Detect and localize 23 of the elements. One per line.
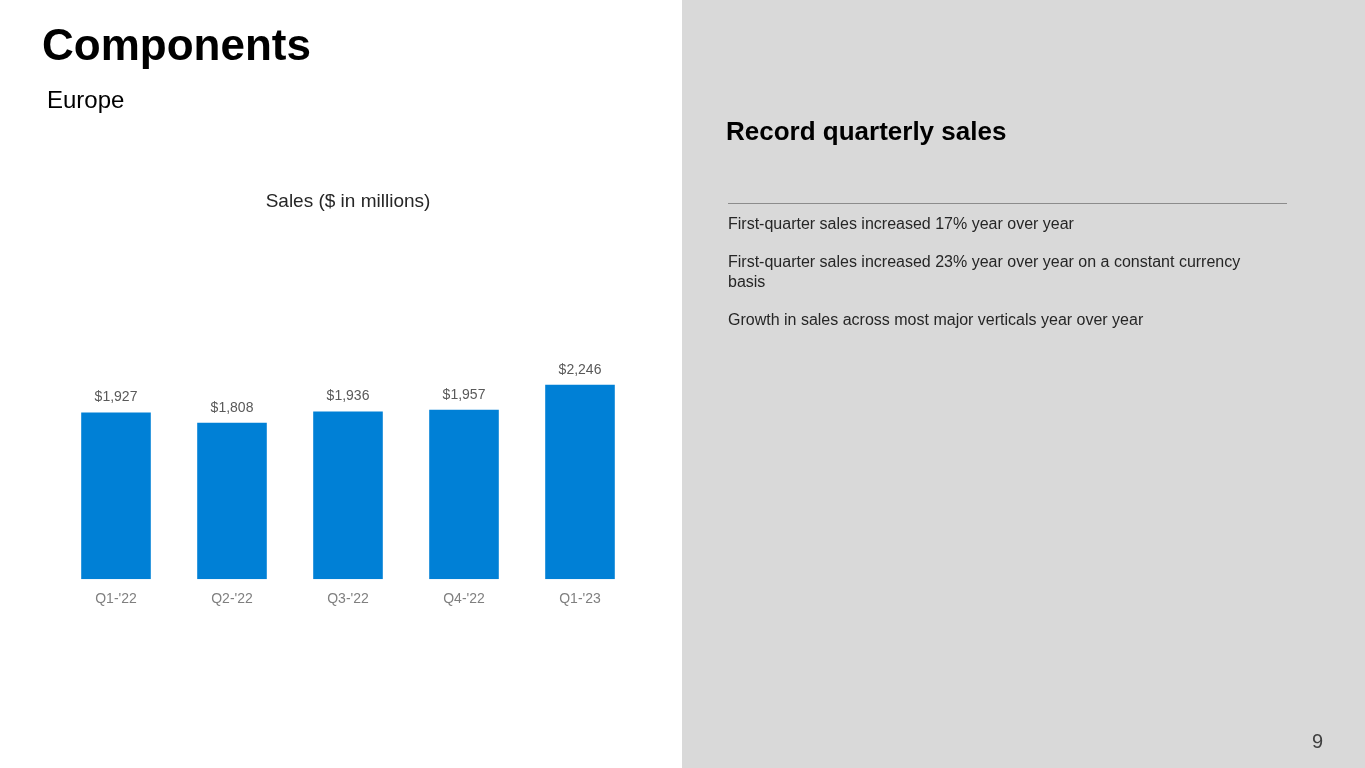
x-tick-label: Q1-'22 <box>95 590 137 607</box>
text: 9 <box>1311 730 1323 753</box>
text: First-quarter sales increased 23% year over year on a constant currency basis <box>728 252 1242 292</box>
text: Growth in sales across most major verticals year over year <box>728 310 1145 330</box>
chart-subtitle: Europe <box>47 86 125 114</box>
data-label: $2,246 <box>558 360 602 377</box>
x-tick-label: Q4-'22 <box>443 590 485 607</box>
bar <box>545 384 615 580</box>
bar <box>81 412 151 580</box>
x-tick-label: Q2-'22 <box>211 590 253 607</box>
chart-title: Components <box>42 20 311 70</box>
data-label: $1,808 <box>210 398 254 415</box>
data-label: $1,936 <box>326 387 370 404</box>
bar <box>429 409 499 580</box>
text: First-quarter sales increased 17% year over year <box>728 214 1075 234</box>
text: Sales ($ in millions) <box>265 189 431 211</box>
x-tick-label: Q3-'22 <box>327 590 369 607</box>
x-tick-label: Q1-'23 <box>559 590 601 607</box>
bar <box>313 411 383 580</box>
text: Record quarterly sales <box>726 116 1007 147</box>
data-label: $1,927 <box>94 388 138 405</box>
bar <box>197 422 267 580</box>
data-label: $1,957 <box>442 385 486 402</box>
